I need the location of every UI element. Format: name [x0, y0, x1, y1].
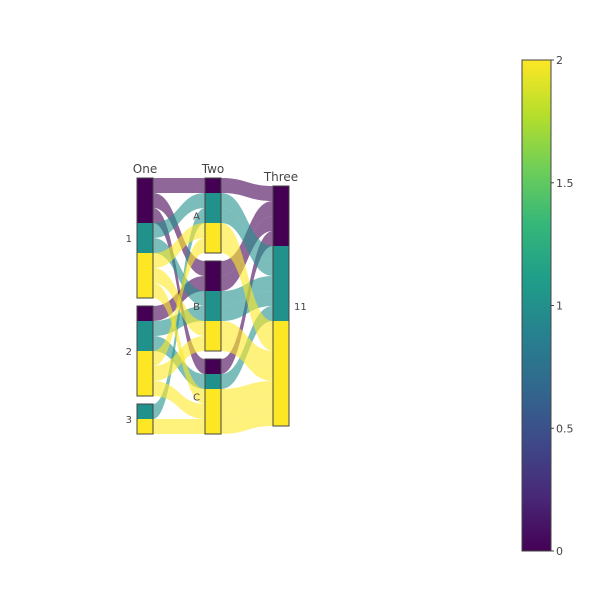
category-label-three-11: 11: [294, 302, 307, 313]
category-segment: [137, 306, 153, 321]
category-label-one-3: 3: [126, 415, 132, 426]
ribbon-two-three: [221, 291, 273, 321]
category-bar-three-11[interactable]: [272, 185, 290, 427]
ribbon-two-three: [221, 238, 273, 351]
category-segment: [205, 261, 221, 291]
ribbon-two-three: [221, 321, 273, 366]
ribbon-one-two: [153, 208, 205, 419]
colorbar: 0 0.5 1 1.5 2: [521, 54, 574, 558]
ribbon-one-two: [153, 419, 205, 434]
category-bar-one-2[interactable]: [136, 305, 154, 397]
ribbon-two-three: [221, 208, 273, 276]
category-segment: [205, 359, 221, 374]
ribbon-two-three: [221, 336, 273, 381]
colorbar-gradient: [521, 59, 552, 552]
category-segment: [137, 223, 153, 253]
category-bars-layer: [136, 177, 290, 435]
ribbon-two-three: [221, 216, 273, 291]
category-segment: [137, 253, 153, 298]
category-segment: [205, 374, 221, 389]
category-segment: [205, 389, 221, 434]
colorbar-tick-label: 1.5: [556, 177, 574, 190]
category-segment: [205, 178, 221, 193]
colorbar-tick-label: 1: [556, 300, 563, 313]
colorbar-tick-label: 2: [556, 54, 563, 67]
colorbar-tick-label: 0.5: [556, 422, 574, 435]
ribbon-two-three: [221, 396, 273, 419]
ribbon-two-three: [221, 193, 273, 261]
ribbon-one-two: [153, 223, 205, 268]
category-segment: [137, 351, 153, 396]
ribbon-two-three: [221, 411, 273, 434]
category-label-one-1: 1: [126, 234, 132, 245]
category-label-one-2: 2: [126, 347, 132, 358]
category-bar-one-1[interactable]: [136, 177, 154, 299]
colorbar-tick-label: 0: [556, 545, 563, 558]
ribbon-two-three: [221, 223, 273, 336]
category-segment: [137, 178, 153, 223]
category-bar-two-A[interactable]: [204, 177, 222, 254]
ribbon-one-two: [153, 381, 205, 419]
category-bar-one-3[interactable]: [136, 403, 154, 435]
ribbon-one-two: [153, 283, 205, 404]
category-segment: [205, 223, 221, 253]
ribbon-two-three: [221, 381, 273, 404]
category-bar-two-C[interactable]: [204, 358, 222, 435]
category-segment: [137, 404, 153, 419]
labels-layer: One Two Three 1 2 3 A B C 11: [126, 162, 307, 426]
ribbon-two-three: [221, 178, 273, 201]
category-segment: [273, 321, 289, 426]
category-segment: [137, 321, 153, 351]
ribbon-one-two: [153, 193, 205, 238]
category-label-two-C: C: [193, 393, 200, 404]
category-segment: [205, 193, 221, 223]
category-segment: [137, 419, 153, 434]
category-segment: [273, 246, 289, 321]
category-label-two-B: B: [193, 302, 200, 313]
category-label-two-A: A: [193, 212, 200, 223]
category-segment: [273, 186, 289, 246]
ribbon-one-two: [153, 178, 205, 193]
ribbon-layer: [153, 178, 273, 434]
category-segment: [205, 321, 221, 351]
dimension-label-one: One: [133, 162, 157, 176]
category-segment: [205, 291, 221, 321]
ribbon-one-two: [153, 336, 205, 381]
dimension-label-two: Two: [201, 162, 225, 176]
ribbon-one-two: [153, 238, 205, 366]
category-bar-two-B[interactable]: [204, 260, 222, 352]
dimension-label-three: Three: [263, 170, 298, 184]
